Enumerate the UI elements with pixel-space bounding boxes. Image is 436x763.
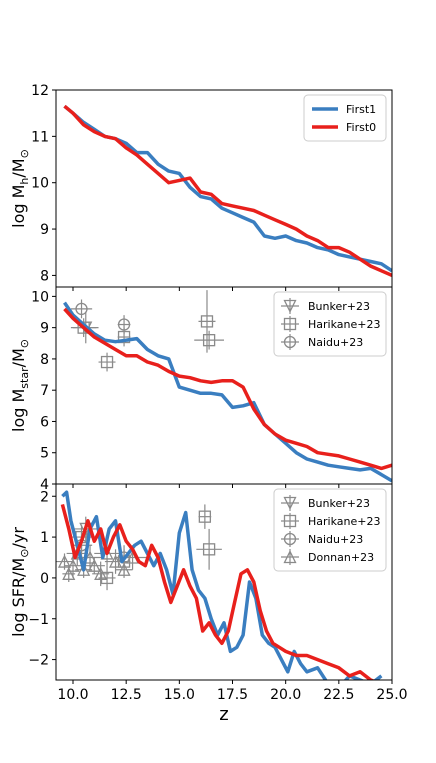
legend-label: First0 [346, 121, 376, 134]
legend-label: Harikane+23 [308, 318, 380, 331]
panel-2: 4 5 6 7 8 9 10 log Mstar/M⊙ Bunker+23 Harikane+23… [9, 286, 393, 493]
legend-box [303, 94, 387, 142]
legend-label: Naidu+23 [308, 533, 363, 546]
series-line-First0 [63, 307, 392, 471]
x-tick-label: 12.5 [111, 687, 142, 703]
plot-area [63, 290, 392, 483]
series-line-First1 [63, 301, 392, 483]
obs-point-square [202, 334, 216, 347]
y-label-rest: /M [9, 158, 28, 177]
y-label-rest: /M [9, 348, 28, 367]
plot-area [56, 490, 383, 680]
legend-label: Donnan+23 [308, 551, 374, 564]
y-label-sub: h [18, 178, 31, 185]
legend-marker-square [283, 514, 297, 528]
series-line-First0 [60, 503, 376, 680]
obs-point-triangle-up [57, 554, 72, 568]
obs-point-square [100, 355, 114, 369]
obs-point-circle [117, 318, 131, 331]
legend-marker-circle [283, 335, 297, 349]
obs-point-square [200, 315, 214, 328]
y-label-base: log M [9, 185, 28, 228]
y-label-base: log SFR/M [9, 558, 28, 637]
legend: Bunker+23 Harikane+23 Naidu+23 Donnan+23 [273, 488, 387, 572]
y-tick-label: 11 [31, 129, 49, 145]
y-axis-label: log Mstar/M⊙ [9, 339, 31, 432]
y-tick-label: 0 [40, 571, 49, 587]
plot-area [63, 104, 392, 278]
y-label-sun: ⊙ [18, 549, 31, 558]
legend-label: Bunker+23 [308, 497, 370, 510]
panel-1: 8 9 10 11 12 log Mh/M⊙ First1 First0 [9, 83, 393, 291]
legend: Bunker+23 Harikane+23 Naidu+23 [273, 291, 387, 357]
series-line-First1 [61, 490, 383, 680]
legend-box [273, 488, 387, 572]
y-tick-label: 5 [40, 446, 49, 462]
y-tick-label: 7 [40, 383, 49, 399]
legend-label: Naidu+23 [308, 336, 363, 349]
y-label-base: log M [9, 389, 28, 432]
y-tick-label: 1 [40, 530, 49, 546]
obs-point-square [202, 543, 216, 556]
y-label-sub: star [18, 367, 31, 389]
y-tick-label: 9 [40, 321, 49, 337]
y-label-rest: /yr [9, 527, 28, 549]
obs-point-triangle-up [94, 566, 108, 580]
legend-marker-triangle-up [283, 550, 297, 564]
legend-box [273, 291, 387, 357]
obs-point-triangle-up [62, 566, 76, 580]
y-label-sun: ⊙ [18, 339, 31, 348]
obs-point-triangle-up [108, 554, 123, 568]
y-tick-label: 12 [31, 83, 49, 99]
series-line-First0 [63, 104, 392, 278]
x-tick-label: 10.0 [57, 687, 88, 703]
obs-point-triangle-up [66, 558, 80, 572]
y-tick-label: 10 [31, 289, 49, 305]
x-axis-label: z [219, 704, 228, 725]
x-tick-label: 20.0 [270, 687, 301, 703]
y-tick-label: 8 [40, 352, 49, 368]
legend-marker-square [283, 317, 297, 331]
y-tick-label: −2 [28, 653, 49, 669]
y-tick-label: 10 [31, 176, 49, 192]
y-axis-label: log SFR/M⊙/yr [9, 527, 31, 637]
y-tick-label: 2 [40, 489, 49, 505]
obs-point-square [100, 571, 114, 585]
y-axis-label: log Mh/M⊙ [9, 149, 31, 228]
x-tick-label: 22.5 [323, 687, 354, 703]
obs-point-triangle-up [117, 562, 131, 576]
x-tick-label: 15.0 [164, 687, 195, 703]
y-tick-label: 4 [40, 477, 49, 493]
x-tick-label: 17.5 [217, 687, 248, 703]
panel-frame [55, 483, 393, 681]
obs-point-triangle-up [77, 562, 91, 576]
legend: First1 First0 [303, 94, 387, 142]
y-tick-label: −1 [28, 612, 49, 628]
legend-label: Harikane+23 [308, 515, 380, 528]
legend-label: First1 [346, 103, 376, 116]
obs-point-triangle-up [87, 558, 101, 572]
legend-marker-triangle-down [283, 496, 297, 510]
legend-marker-triangle-down [283, 299, 297, 313]
y-tick-label: 9 [40, 222, 49, 238]
legend-label: Bunker+23 [308, 300, 370, 313]
x-tick-label: 25.0 [376, 687, 407, 703]
obs-point-circle [75, 302, 88, 316]
panel-3: −2 −1 0 1 2 10.0 12.5 15.0 17.5 20.0 22.5 25.0 z log … [9, 483, 408, 725]
y-tick-label: 8 [40, 268, 49, 284]
y-label-sun: ⊙ [18, 149, 31, 158]
y-tick-label: 6 [40, 414, 49, 430]
obs-point-square [198, 510, 212, 523]
legend-marker-circle [283, 532, 297, 546]
